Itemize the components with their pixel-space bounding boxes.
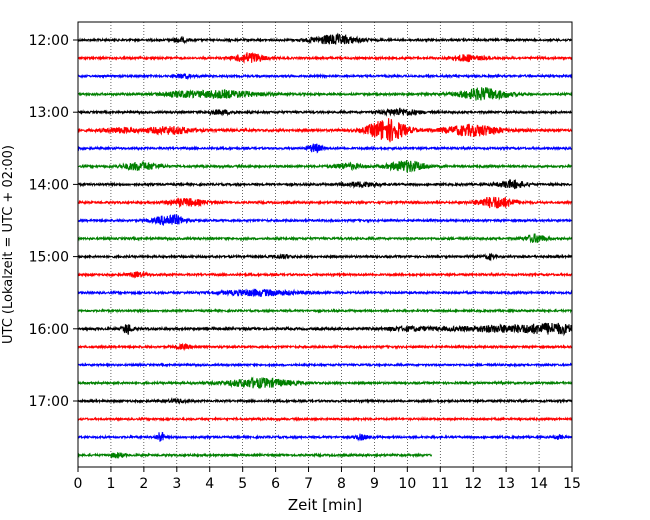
trace-1200 xyxy=(77,32,573,45)
trace-1545 xyxy=(77,307,573,314)
x-tick-label: 6 xyxy=(271,476,280,492)
trace-1700 xyxy=(77,397,573,405)
y-tick-label: 13:00 xyxy=(29,105,69,121)
trace-1300 xyxy=(77,107,573,117)
x-tick-label: 5 xyxy=(238,476,247,492)
x-tick-label: 12 xyxy=(464,476,482,492)
y-tick-label: 14:00 xyxy=(29,177,69,193)
trace-1330 xyxy=(77,143,573,154)
x-tick-label: 14 xyxy=(530,476,548,492)
y-tick-label: 15:00 xyxy=(29,250,69,266)
x-tick-label: 8 xyxy=(337,476,346,492)
trace-1415 xyxy=(77,196,573,209)
trace-group xyxy=(77,32,573,460)
trace-1345 xyxy=(77,160,573,173)
trace-1530 xyxy=(77,288,573,298)
trace-1615 xyxy=(77,342,573,352)
trace-1745 xyxy=(77,452,433,460)
x-tick-label: 10 xyxy=(398,476,416,492)
y-tick-label: 17:00 xyxy=(29,394,69,410)
x-tick-label: 4 xyxy=(205,476,214,492)
x-tick-label: 9 xyxy=(370,476,379,492)
x-tick-label: 2 xyxy=(139,476,148,492)
x-axis-label: Zeit [min] xyxy=(288,496,362,514)
trace-1515 xyxy=(77,270,573,279)
plot-frame xyxy=(77,21,573,468)
x-tick-label: 13 xyxy=(497,476,515,492)
y-axis-ticks: 12:00 13:00 14:00 15:00 16:00 17:00 xyxy=(29,33,78,410)
x-tick-label: 11 xyxy=(431,476,449,492)
x-tick-label: 0 xyxy=(74,476,83,492)
x-tick-label: 15 xyxy=(563,476,581,492)
y-tick-label: 12:00 xyxy=(29,33,69,49)
trace-1445 xyxy=(77,233,573,244)
trace-1645 xyxy=(77,376,573,390)
trace-1730 xyxy=(77,431,573,442)
trace-1630 xyxy=(77,361,573,368)
x-tick-label: 3 xyxy=(172,476,181,492)
x-tick-label: 1 xyxy=(106,476,115,492)
trace-1245 xyxy=(77,87,573,101)
trace-1600 xyxy=(77,322,573,337)
trace-1715 xyxy=(77,416,573,423)
trace-1400 xyxy=(77,178,573,190)
y-axis-label: UTC (Lokalzeit = UTC + 02:00) xyxy=(1,145,16,344)
trace-1215 xyxy=(77,51,573,64)
x-axis-ticks: 0 1 2 3 4 5 6 7 8 9 10 11 12 13 14 15 xyxy=(74,467,581,492)
trace-1430 xyxy=(77,214,573,226)
trace-1500 xyxy=(77,252,573,262)
trace-1315 xyxy=(77,118,573,143)
grid-lines xyxy=(110,22,540,467)
trace-1230 xyxy=(77,72,573,81)
x-tick-label: 7 xyxy=(304,476,313,492)
y-tick-label: 16:00 xyxy=(29,322,69,338)
